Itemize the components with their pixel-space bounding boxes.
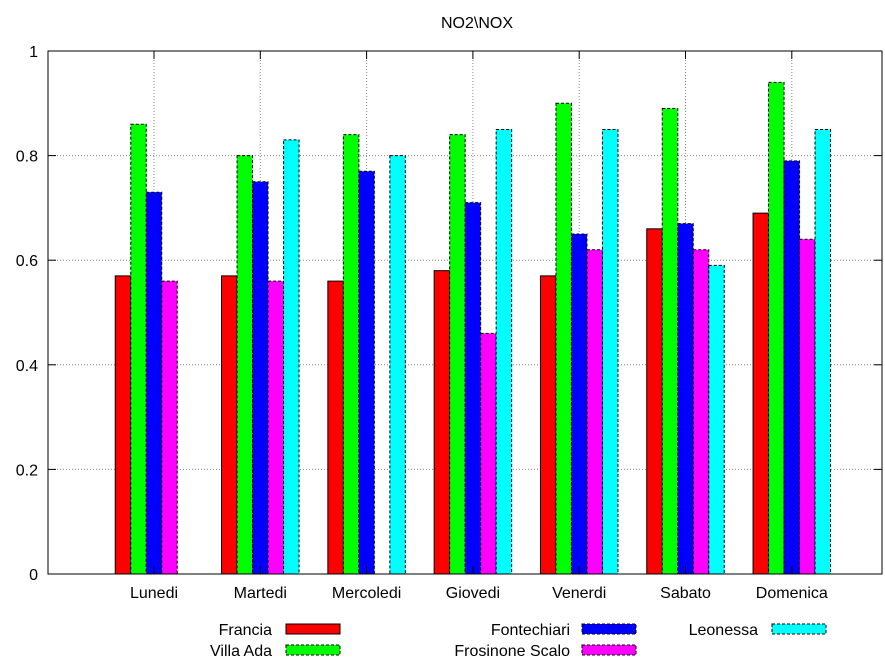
bar (236, 155, 254, 575)
bar (570, 233, 588, 575)
legend-label: Fontechiari (491, 622, 570, 639)
bar (708, 264, 725, 575)
bar (768, 81, 785, 575)
x-tick-label: Venerdi (552, 585, 606, 602)
legend-label: Leonessa (689, 622, 758, 639)
y-tick-label: 1 (29, 44, 38, 61)
bar (464, 202, 482, 575)
legend-swatch (285, 644, 341, 656)
y-tick-label: 0.6 (16, 253, 38, 270)
bar (433, 270, 451, 575)
y-tick-label: 0.8 (16, 149, 38, 166)
bar (283, 139, 300, 575)
bars-layer (114, 81, 832, 575)
bar (342, 134, 360, 575)
bar (327, 280, 344, 575)
bar (130, 123, 147, 575)
bar (358, 170, 375, 575)
plot-frame (47, 50, 883, 575)
bar (145, 191, 163, 575)
bar (114, 275, 132, 575)
legend-item: Francia (219, 622, 341, 639)
bar (799, 238, 816, 575)
bar (449, 134, 466, 575)
bar (389, 155, 406, 575)
legend: Francia Villa Ada Fontechiari Frosinone Sca… (210, 622, 827, 659)
bar (252, 181, 269, 575)
x-tick-label: Martedi (234, 585, 287, 602)
x-tick-label: Lunedi (130, 585, 178, 602)
legend-item: Fontechiari (491, 622, 637, 639)
x-tick-label: Mercoledi (332, 585, 401, 602)
legend-swatch (581, 644, 637, 656)
bar (752, 212, 770, 575)
legend-swatch (285, 623, 341, 635)
legend-label: Villa Ada (210, 643, 272, 659)
x-tick-label: Giovedi (446, 585, 500, 602)
bar (814, 128, 832, 575)
legend-item: Frosinone Scalo (454, 643, 637, 659)
bar (555, 102, 572, 575)
x-tick-label: Sabato (660, 585, 711, 602)
chart-title: NO2\NOX (441, 15, 513, 32)
bar (677, 223, 694, 575)
legend-item: Villa Ada (210, 643, 341, 659)
y-tick-label: 0.4 (16, 358, 38, 375)
bar (267, 280, 285, 575)
bar (601, 128, 619, 575)
bar (161, 280, 178, 575)
bar (221, 275, 238, 575)
y-tick-label: 0.2 (16, 462, 38, 479)
legend-label: Frosinone Scalo (454, 643, 570, 659)
legend-swatch (581, 623, 637, 635)
legend-swatch (771, 623, 827, 635)
bar (586, 249, 603, 575)
bar (783, 160, 801, 575)
bar (692, 249, 710, 575)
bar (661, 108, 679, 575)
y-tick-label: 0 (29, 567, 38, 584)
bar (495, 128, 513, 575)
legend-label: Francia (219, 622, 272, 639)
bar (480, 332, 497, 575)
legend-item: Leonessa (689, 622, 827, 639)
x-tick-label: Domenica (756, 585, 828, 602)
axes-layer: 0 0.2 0.4 0.6 0.8 1 Lunedi Martedi Mercoledi Giov… (16, 44, 883, 602)
bar (646, 228, 663, 575)
bar (539, 275, 557, 575)
